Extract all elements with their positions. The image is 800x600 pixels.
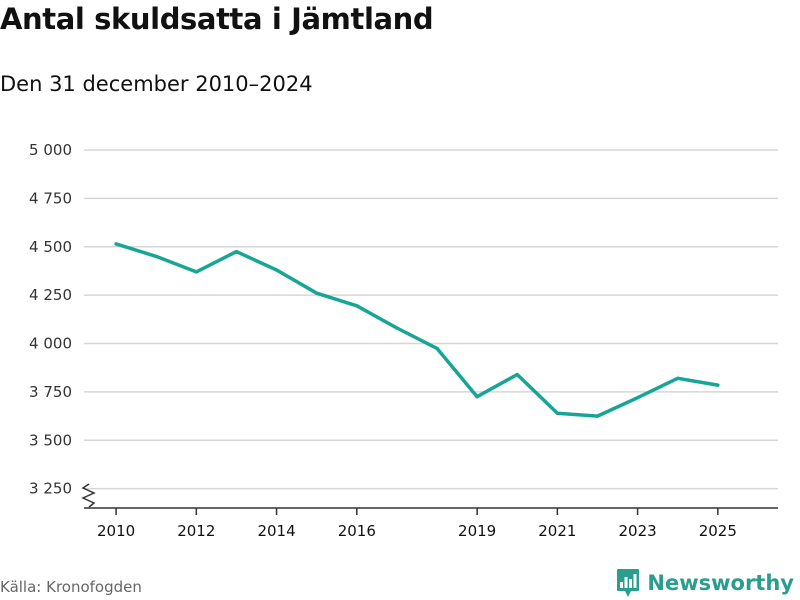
data-point: [595, 414, 600, 418]
data-point: [676, 376, 680, 380]
axis-break-icon: [81, 483, 96, 508]
series-layer: [114, 242, 720, 418]
x-tick-label: 2010: [97, 522, 135, 540]
x-tick-label: 2023: [619, 522, 657, 540]
x-tick-label: 2014: [257, 522, 295, 540]
x-axis-labels: 2010 2012 2014 2016 2019 2021 2023 2025: [97, 522, 737, 540]
line-chart: 5 000 4 750 4 500 4 250 4 000 3 750 3 500 3 250…: [29, 141, 778, 540]
x-tick-label: 2019: [458, 522, 496, 540]
y-tick-label: 3 750: [29, 383, 72, 401]
y-tick-label: 4 000: [29, 335, 72, 353]
y-axis-labels: 5 000 4 750 4 500 4 250 4 000 3 750 3 500 3 250: [29, 141, 72, 498]
y-tick-label: 4 500: [29, 238, 72, 256]
source-note: Källa: Kronofogden: [0, 578, 142, 596]
data-point: [355, 304, 359, 308]
series-line: [114, 242, 720, 418]
brand-name: Newsworthy: [647, 571, 794, 595]
x-axis: [81, 483, 778, 515]
chart-title: Antal skuldsatta i Jämtland: [0, 2, 434, 36]
data-point: [435, 346, 439, 350]
x-tick-label: 2012: [177, 522, 215, 540]
y-tick-label: 3 500: [29, 431, 72, 449]
data-point: [234, 249, 239, 254]
newsworthy-logo-icon: [617, 569, 640, 597]
chart-subtitle: Den 31 december 2010–2024: [0, 72, 313, 96]
y-tick-label: 4 750: [29, 189, 72, 207]
data-point: [154, 254, 158, 259]
data-point: [555, 411, 559, 415]
y-tick-label: 4 250: [29, 286, 72, 304]
data-point: [194, 270, 198, 274]
y-tick-label: 3 250: [29, 480, 72, 498]
data-point: [515, 372, 519, 377]
data-point: [315, 291, 319, 295]
x-tick-label: 2021: [538, 522, 576, 540]
data-point: [114, 242, 118, 246]
data-point: [274, 268, 279, 272]
data-point: [475, 395, 479, 399]
x-tick-label: 2025: [699, 522, 737, 540]
y-tick-label: 5 000: [29, 141, 72, 159]
data-point: [635, 396, 640, 400]
data-point: [395, 326, 399, 330]
x-tick-label: 2016: [338, 522, 376, 540]
brand: Newsworthy: [616, 568, 794, 598]
gridlines: [84, 149, 778, 490]
data-point: [716, 383, 720, 387]
